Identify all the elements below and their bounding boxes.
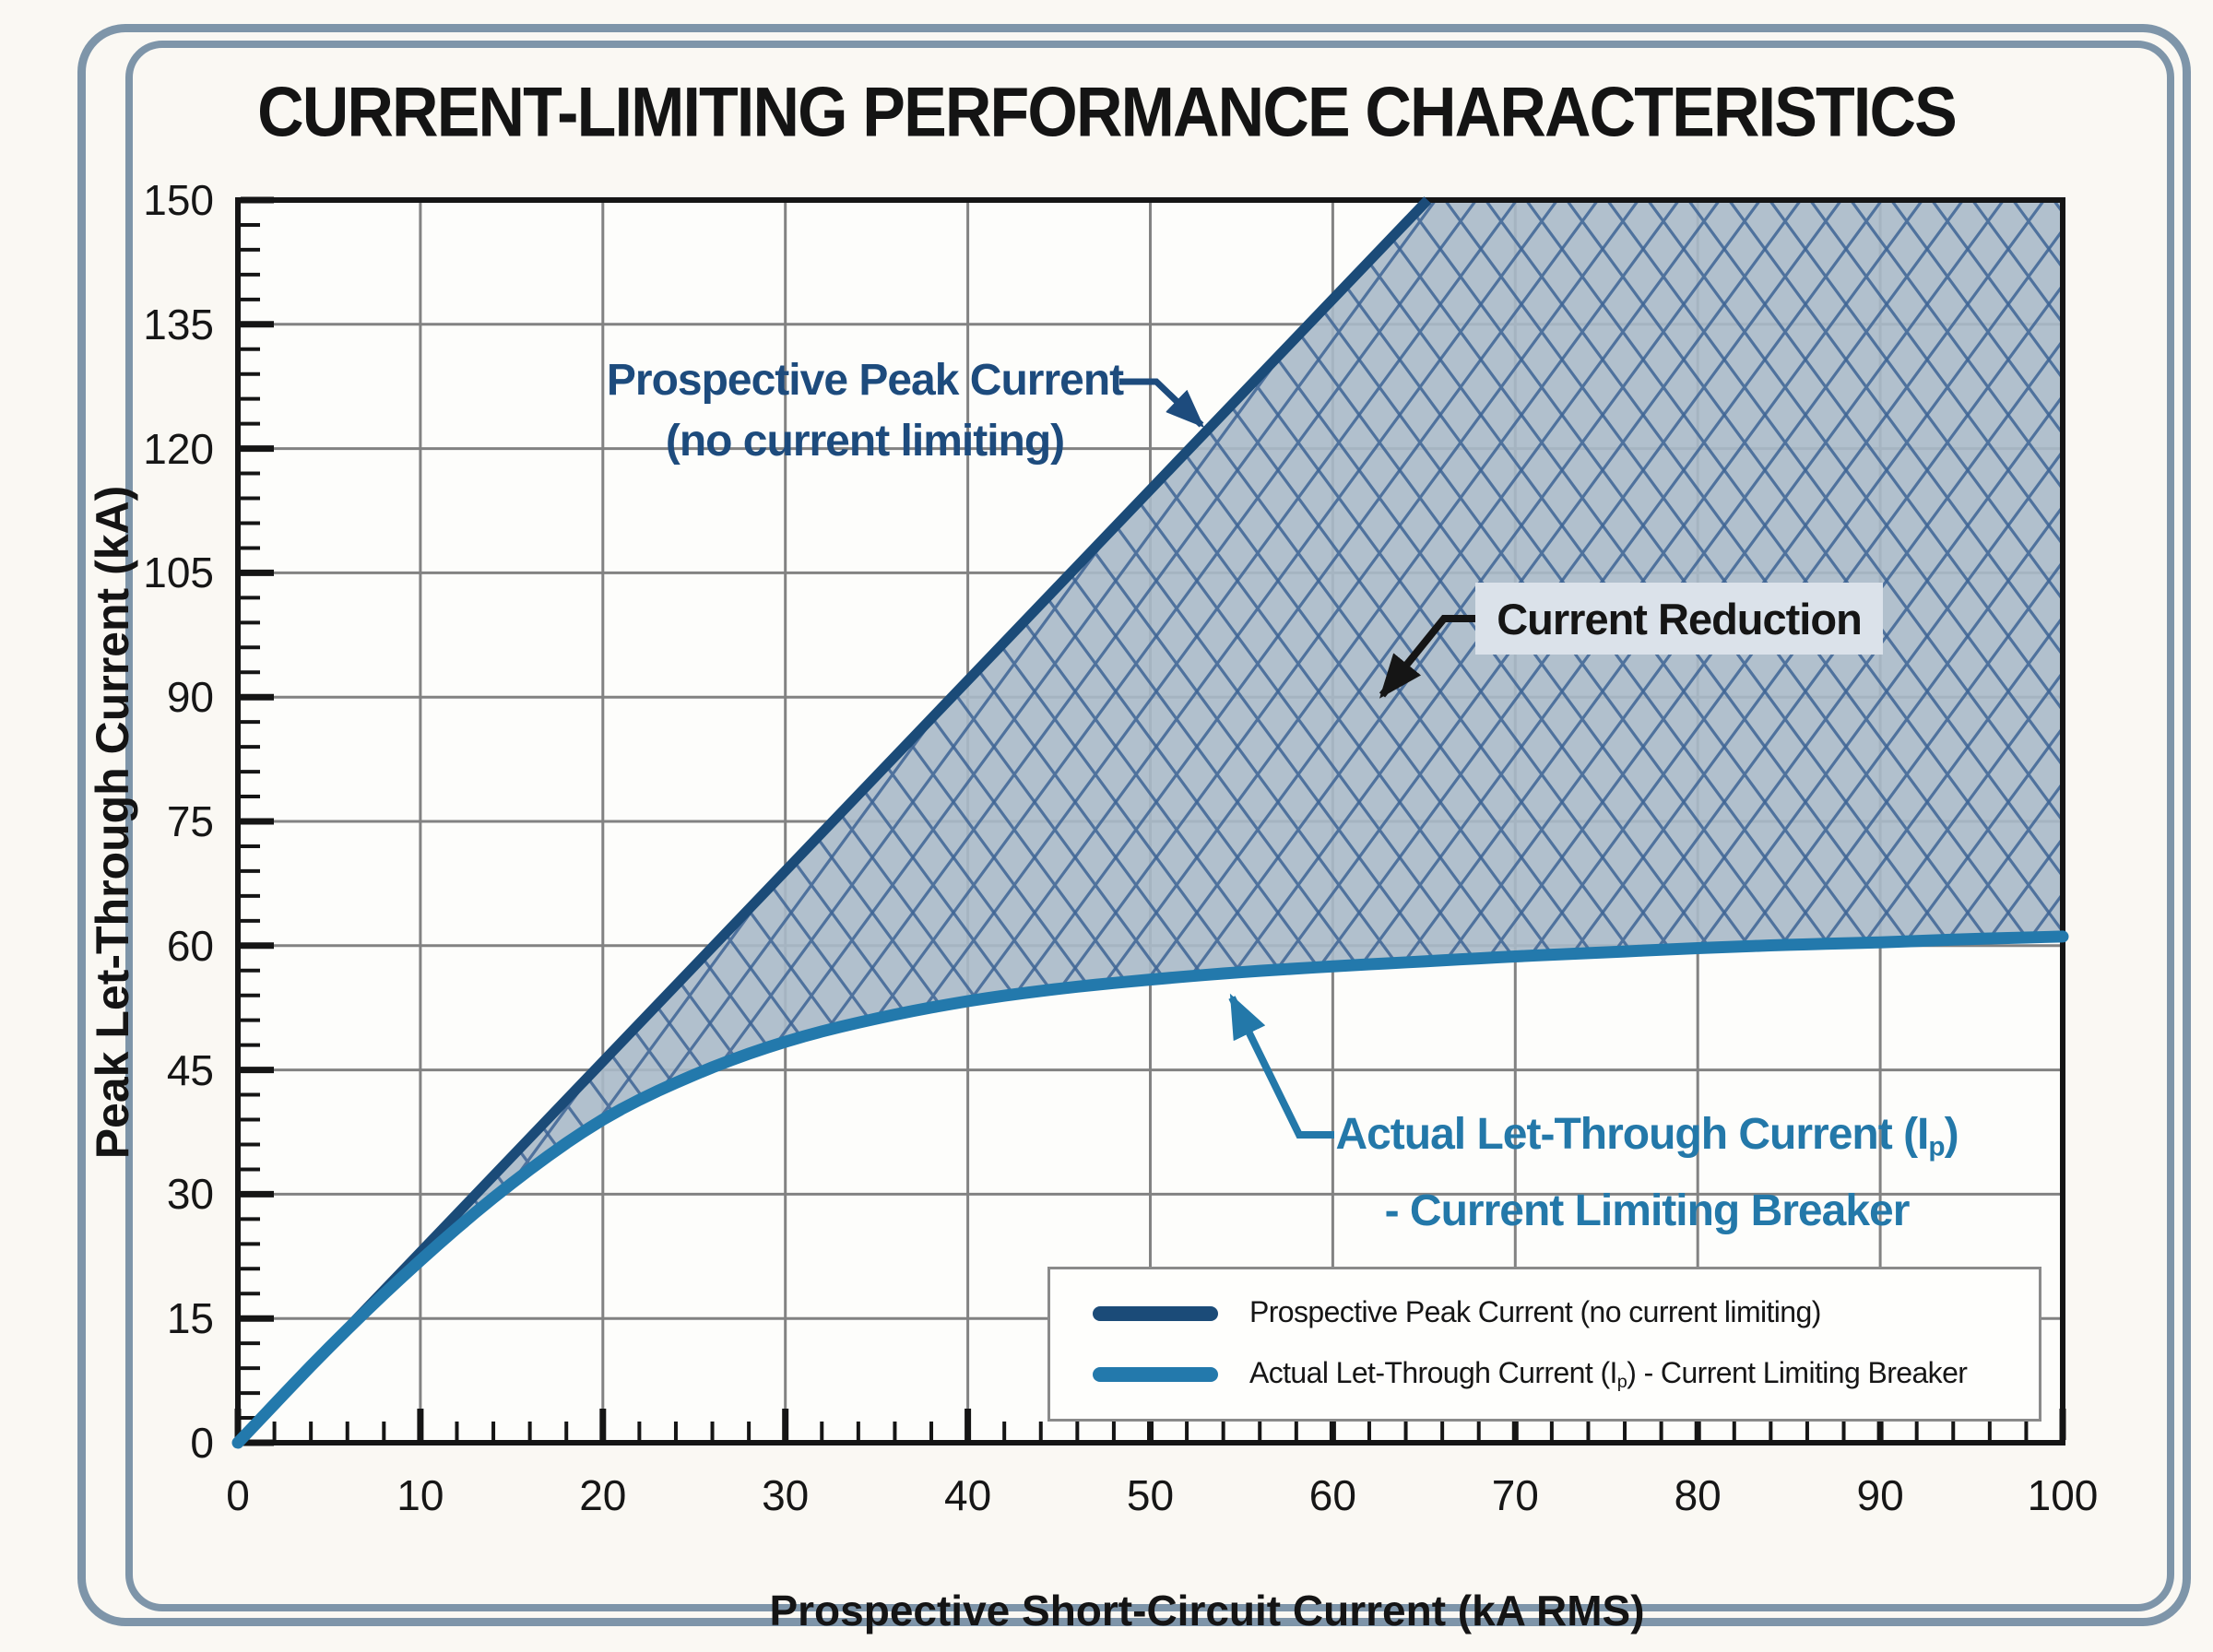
outer-frame [77, 24, 2191, 1626]
legend-swatch-prospective [1093, 1306, 1218, 1322]
legend-label: Actual Let-Through Current (Ip) - Curren… [1249, 1356, 1968, 1392]
y-tick-label: 75 [166, 797, 214, 845]
prospective-peak-line [234, 196, 1432, 1446]
x-tick-label: 90 [1856, 1471, 1904, 1519]
legend-swatch-actual [1093, 1366, 1218, 1382]
plot-frame [235, 197, 2065, 1446]
annotation-line: (no current limiting) [665, 417, 1065, 466]
y-tick-label: 90 [166, 673, 214, 722]
prospective-peak-arrow [1119, 378, 1205, 428]
x-tick-label: 70 [1491, 1471, 1539, 1519]
legend-item-prospective: Prospective Peak Current (no current lim… [1093, 1295, 2039, 1332]
y-tick-label: 45 [166, 1045, 214, 1094]
x-tick-label: 10 [396, 1471, 444, 1519]
annotation-line: Prospective Peak Current [606, 356, 1124, 405]
annotation-current-reduction: Current Reduction [1475, 583, 1883, 655]
x-tick-label: 0 [226, 1471, 250, 1519]
x-tick-label: 100 [2027, 1471, 2099, 1519]
x-tick-label: 80 [1674, 1471, 1722, 1519]
y-tick-label: 105 [143, 549, 214, 597]
legend: Prospective Peak Current (no current lim… [1047, 1267, 2041, 1422]
actual-let-through-arrow [1228, 993, 1334, 1139]
current-reduction-arrow [1379, 615, 1476, 699]
annotation-actual-let-through: Actual Let-Through Current (Ip) - Curren… [1335, 1103, 1959, 1244]
annotation-prospective-peak: Prospective Peak Current (no current lim… [606, 350, 1124, 472]
x-tick-label: 60 [1308, 1471, 1356, 1519]
x-tick-label: 20 [579, 1471, 627, 1519]
inner-frame [125, 41, 2174, 1611]
y-tick-label: 135 [143, 300, 214, 348]
legend-label: Prospective Peak Current (no current lim… [1249, 1295, 1821, 1329]
annotation-label: Current Reduction [1497, 594, 1863, 643]
y-tick-label: 150 [143, 176, 214, 224]
annotation-line: Actual Let-Through Current (Ip) [1335, 1110, 1959, 1162]
let-through-curve [231, 930, 2069, 1449]
x-tick-label: 30 [762, 1471, 810, 1519]
y-tick-label: 30 [166, 1170, 214, 1219]
x-tick-label: 40 [944, 1471, 992, 1519]
y-tick-label: 15 [166, 1294, 214, 1343]
y-tick-label: 0 [190, 1419, 214, 1467]
page-title: CURRENT-LIMITING PERFORMANCE CHARACTERIS… [257, 73, 1958, 152]
y-tick-label: 60 [166, 921, 214, 970]
x-tick-label: 50 [1126, 1471, 1175, 1519]
y-tick-label: 120 [143, 424, 214, 473]
current-reduction-hatch [384, 200, 2063, 1294]
legend-item-actual: Actual Let-Through Current (Ip) - Curren… [1093, 1356, 2039, 1393]
x-axis-title: Prospective Short-Circuit Current (kA RM… [769, 1587, 1645, 1634]
annotation-line: - Current Limiting Breaker [1384, 1186, 1911, 1236]
